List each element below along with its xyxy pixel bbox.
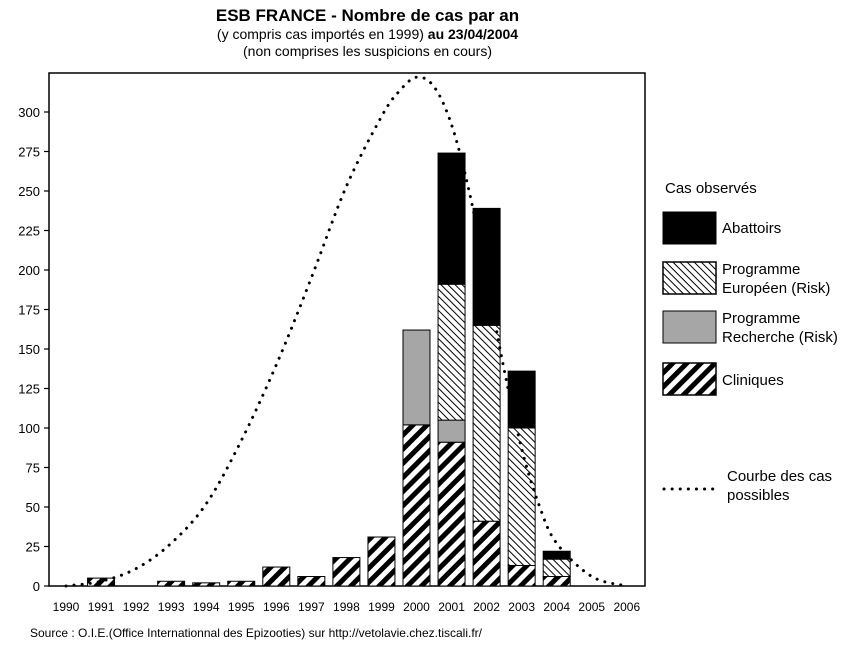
x-tick-label: 1998: [333, 600, 360, 614]
bar-cliniques: [437, 441, 466, 587]
legend-label-line: Recherche (Risk): [722, 329, 838, 346]
y-tick-label: 275: [18, 145, 40, 160]
chart-subtitle-date: au 23/04/2004: [427, 26, 519, 42]
bar-cliniques: [472, 520, 501, 587]
x-axis: 1990 1991 1992 1993 1994 1995 1996 1997 1998 1999…: [53, 600, 641, 614]
chart-title: ESB FRANCE - Nombre de cas par an: [215, 6, 520, 25]
y-tick-label: 75: [26, 461, 40, 476]
x-tick-label: 1999: [368, 600, 395, 614]
bar-cliniques: [507, 564, 536, 587]
y-tick-label: 150: [18, 342, 40, 357]
bar-cliniques: [87, 577, 116, 587]
bar-cliniques: [262, 566, 291, 587]
y-tick-label: 250: [18, 184, 40, 199]
x-tick-label: 2001: [438, 600, 465, 614]
x-tick-label: 1994: [193, 600, 220, 614]
bar-abattoirs: [542, 550, 571, 560]
x-tick-label: 1995: [228, 600, 255, 614]
legend-label-line: Européen (Risk): [722, 280, 831, 297]
x-tick-label: 2005: [578, 600, 605, 614]
legend-label-courbe: Courbe des cas possibles: [727, 467, 832, 505]
legend-title: Cas observés: [665, 180, 757, 197]
legend-label-line: possibles: [727, 487, 790, 504]
bar-abattoirs: [437, 152, 466, 285]
possible-cases-curve: [64, 75, 629, 588]
y-tick-label: 125: [18, 382, 40, 397]
bar-programme-europeen: [437, 283, 466, 421]
bar-cliniques: [192, 582, 221, 587]
y-tick-label: 25: [26, 540, 40, 555]
bar-programme-europeen: [472, 324, 501, 522]
bar-abattoirs: [507, 370, 536, 429]
bar-cliniques: [542, 576, 571, 587]
y-tick-label: 100: [18, 421, 40, 436]
bar-cliniques: [332, 557, 361, 587]
legend-label-line: Programme: [722, 261, 801, 278]
legend-label-programme-europeen: Programme Européen (Risk): [722, 260, 830, 298]
bar-cliniques: [227, 580, 256, 587]
bar-cliniques: [402, 424, 431, 587]
x-tick-label: 1990: [53, 600, 80, 614]
chart-subtitle: (y compris cas importés en 1999) au 23/0…: [0, 26, 735, 43]
legend: [662, 211, 718, 491]
x-tick-label: 1997: [298, 600, 325, 614]
legend-swatch-programme-europeen: [662, 261, 717, 295]
legend-label-abattoirs: Abattoirs: [722, 220, 782, 237]
x-tick-label: 2004: [543, 600, 570, 614]
y-tick-label: 50: [26, 500, 40, 515]
bar-cliniques: [367, 536, 396, 587]
x-tick-label: 2002: [473, 600, 500, 614]
bar-programme-recherche: [437, 419, 466, 443]
x-tick-label: 1996: [263, 600, 290, 614]
bar-abattoirs: [472, 207, 501, 326]
y-tick-label: 300: [18, 105, 40, 120]
legend-label-line: Courbe des cas: [727, 468, 833, 485]
legend-swatch-cliniques: [662, 362, 717, 396]
source-note: Source : O.I.E.(Office Internationnal de…: [30, 626, 482, 640]
x-tick-label: 1992: [123, 600, 150, 614]
bar-programme-recherche: [402, 329, 431, 426]
chart-subtitle-prefix: (y compris cas importés en 1999): [216, 26, 428, 42]
x-tick-label: 2003: [508, 600, 535, 614]
y-tick-label: 225: [18, 224, 40, 239]
x-tick-label: 1993: [158, 600, 185, 614]
y-axis: 0 25 50 75 100 125 150 175 200 225 250 275 300: [18, 105, 49, 594]
chart-subtitle-note: (non comprises les suspicions en cours): [243, 43, 492, 59]
bar-programme-europeen: [507, 427, 536, 566]
bars: [87, 152, 571, 587]
legend-swatch-abattoirs: [662, 211, 717, 245]
x-tick-label: 2006: [613, 600, 640, 614]
legend-swatch-programme-recherche: [662, 310, 717, 344]
legend-label-programme-recherche: Programme Recherche (Risk): [722, 309, 838, 347]
y-tick-label: 175: [18, 303, 40, 318]
legend-label-line: Programme: [722, 310, 801, 327]
legend-label-cliniques: Cliniques: [722, 372, 784, 389]
y-tick-label: 200: [18, 263, 40, 278]
bar-programme-europeen: [542, 558, 571, 578]
x-tick-label: 2000: [403, 600, 430, 614]
chart-title-block: ESB FRANCE - Nombre de cas par an (y com…: [0, 6, 735, 60]
bar-cliniques: [297, 576, 326, 587]
bar-cliniques: [157, 580, 186, 587]
y-tick-label: 0: [33, 579, 40, 594]
x-tick-label: 1991: [88, 600, 115, 614]
plot-frame: [48, 72, 646, 587]
